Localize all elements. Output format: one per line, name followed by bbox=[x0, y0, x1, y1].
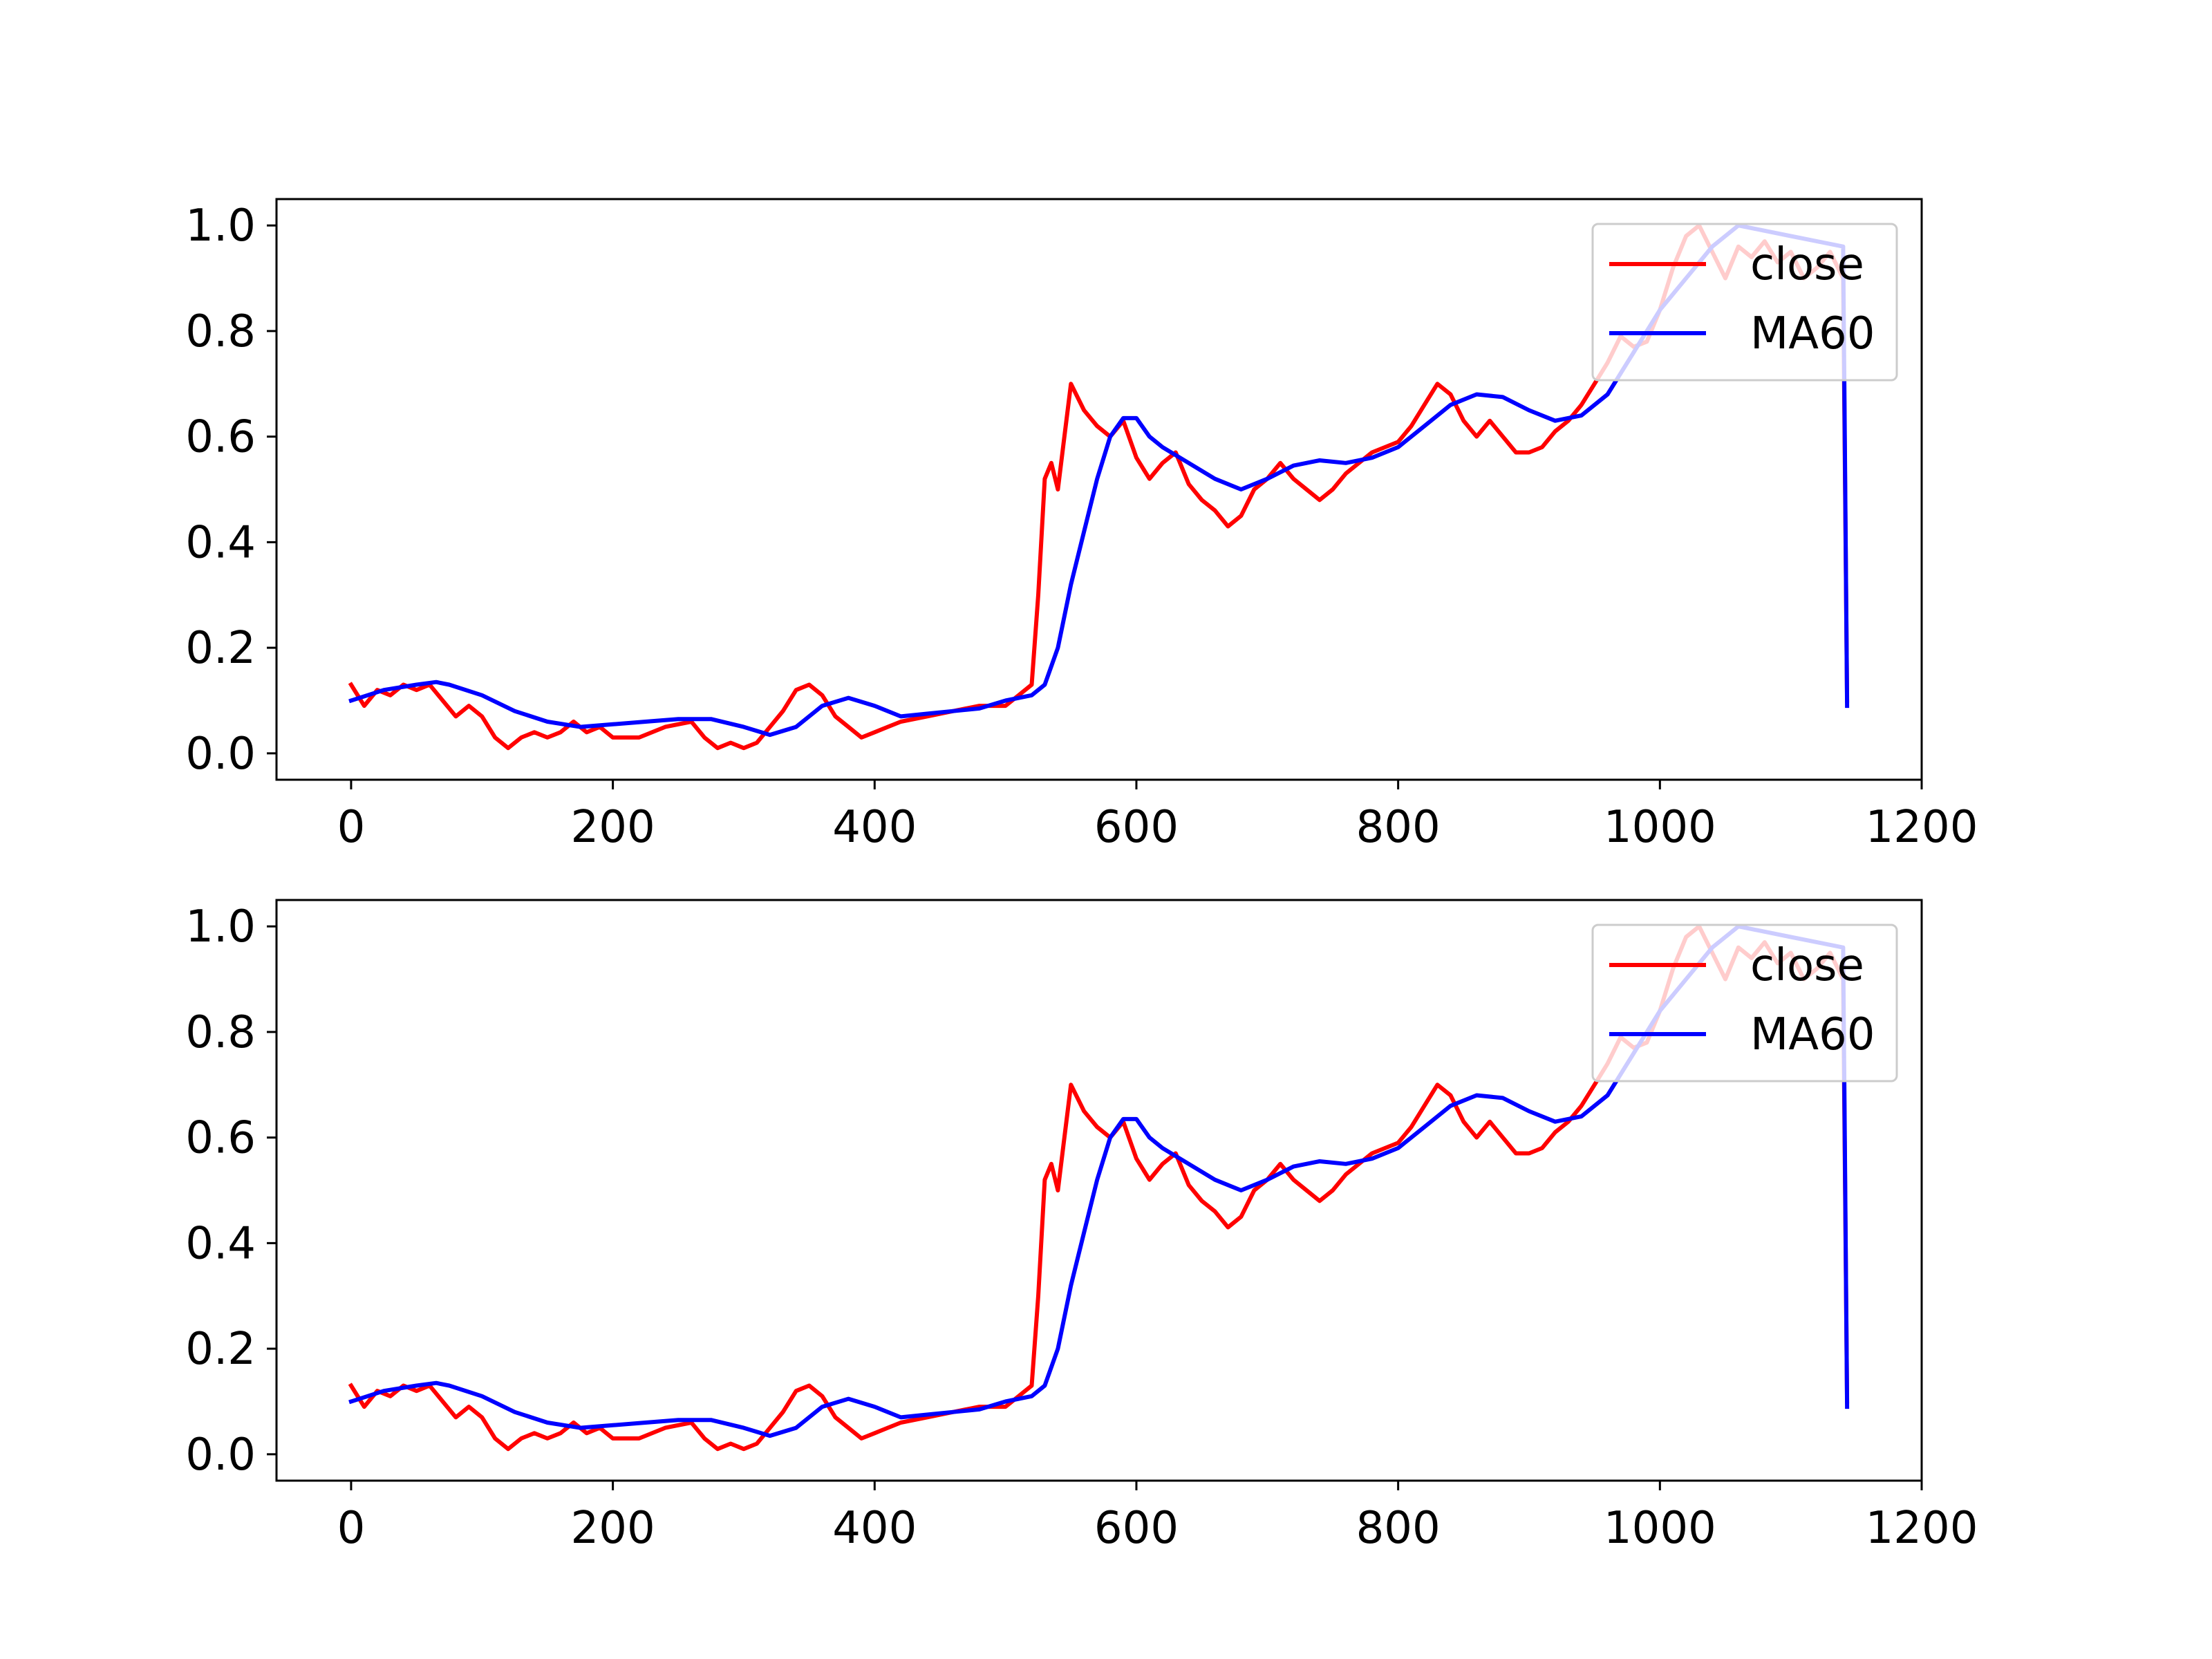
y-tick-label: 0.8 bbox=[185, 1007, 256, 1058]
y-tick-label: 0.0 bbox=[185, 729, 256, 780]
x-tick-label: 800 bbox=[1356, 1503, 1441, 1554]
y-axis: 0.0 0.2 0.4 0.6 0.8 1.0 bbox=[185, 200, 276, 780]
y-tick-label: 0.4 bbox=[185, 517, 256, 568]
x-tick-label: 400 bbox=[832, 1503, 917, 1554]
legend: close MA60 bbox=[1591, 924, 1898, 1082]
x-tick-label: 200 bbox=[571, 1503, 655, 1554]
series-line-ma60 bbox=[348, 223, 1850, 738]
y-tick-label: 0.2 bbox=[185, 1324, 256, 1375]
x-tick-label: 400 bbox=[832, 802, 917, 853]
x-tick-label: 600 bbox=[1094, 1503, 1179, 1554]
y-tick-label: 0.0 bbox=[185, 1430, 256, 1481]
y-axis: 0.0 0.2 0.4 0.6 0.8 1.0 bbox=[185, 901, 276, 1481]
x-tick-label: 0 bbox=[337, 802, 366, 853]
x-tick-label: 800 bbox=[1356, 802, 1441, 853]
legend-label-ma60: MA60 bbox=[1750, 308, 1875, 359]
axes-frame bbox=[275, 198, 1923, 781]
x-tick-label: 600 bbox=[1094, 802, 1179, 853]
y-tick-label: 1.0 bbox=[185, 901, 256, 953]
y-tick-label: 0.6 bbox=[185, 412, 256, 463]
subplot-top: 0 200 400 600 800 1000 1200 0.0 0.2 0.4 0.6 0.8 1.0… bbox=[185, 198, 1978, 853]
y-tick-label: 1.0 bbox=[185, 200, 256, 252]
y-tick-label: 0.6 bbox=[185, 1113, 256, 1164]
x-tick-label: 1000 bbox=[1604, 802, 1716, 853]
legend-label-close: close bbox=[1750, 239, 1864, 290]
x-tick-label: 1000 bbox=[1604, 1503, 1716, 1554]
axes-border bbox=[275, 198, 1923, 781]
subplot-bottom: 0 200 400 600 800 1000 1200 0.0 0.2 0.4 0.6 0.8 1.0… bbox=[185, 899, 1978, 1554]
legend-label-close: close bbox=[1750, 940, 1864, 991]
y-tick-label: 0.2 bbox=[185, 623, 256, 674]
y-tick-label: 0.4 bbox=[185, 1218, 256, 1269]
x-axis: 0 200 400 600 800 1000 1200 bbox=[337, 1481, 1978, 1554]
x-tick-label: 0 bbox=[337, 1503, 366, 1554]
axes-frame bbox=[275, 899, 1923, 1482]
series-line-ma60 bbox=[348, 924, 1850, 1438]
legend: close MA60 bbox=[1591, 223, 1898, 382]
x-axis: 0 200 400 600 800 1000 1200 bbox=[337, 780, 1978, 853]
y-tick-label: 0.8 bbox=[185, 306, 256, 357]
x-tick-label: 200 bbox=[571, 802, 655, 853]
legend-label-ma60: MA60 bbox=[1750, 1009, 1875, 1060]
x-tick-label: 1200 bbox=[1866, 802, 1978, 853]
axes-border bbox=[275, 899, 1923, 1482]
x-tick-label: 1200 bbox=[1866, 1503, 1978, 1554]
